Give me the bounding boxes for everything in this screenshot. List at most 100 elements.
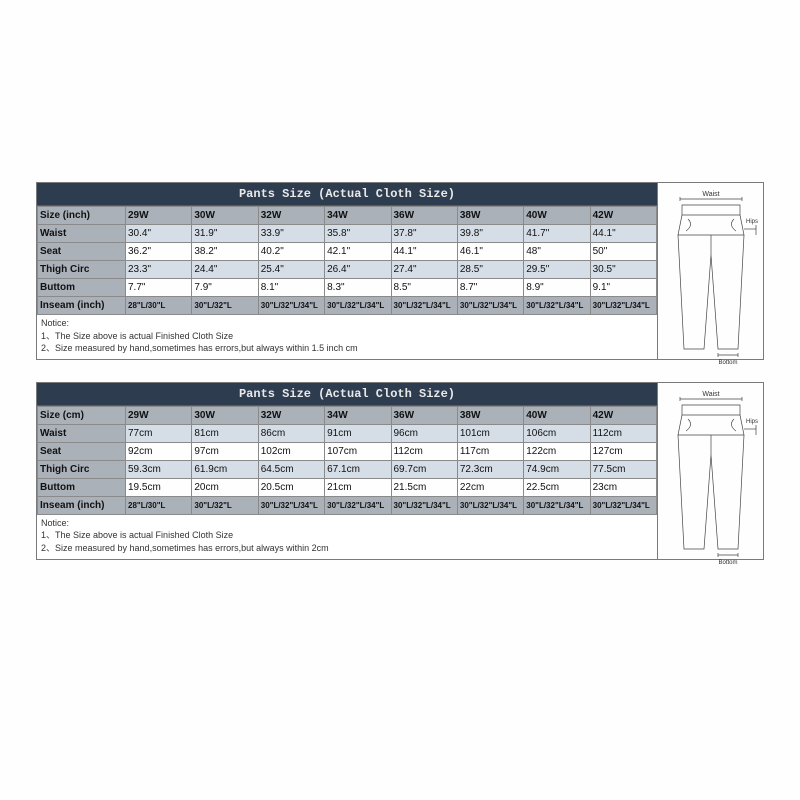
row-bottom: Buttom [38, 478, 126, 496]
notice-title: Notice: [41, 517, 653, 530]
cell: 7.7" [126, 279, 192, 297]
inseam-label: Inseam (inch) [38, 496, 126, 514]
diagram-bottom-label: Bottom [718, 360, 737, 366]
cell: 91cm [325, 424, 391, 442]
cell: 39.8" [457, 225, 523, 243]
table-header-row: Size (cm) 29W 30W 32W 34W 36W 38W 40W 42… [38, 406, 657, 424]
cell: 42.1" [325, 243, 391, 261]
notice-line1: 1、The Size above is actual Finished Clot… [41, 529, 653, 542]
cell: 26.4" [325, 261, 391, 279]
cell: 67.1cm [325, 460, 391, 478]
cell: 61.9cm [192, 460, 258, 478]
cell: 36.2" [126, 243, 192, 261]
title-cm: Pants Size (Actual Cloth Size) [37, 383, 657, 406]
table-row: Waist 77cm81cm86cm91cm96cm101cm106cm112c… [38, 424, 657, 442]
col-38w: 38W [457, 207, 523, 225]
cell: 20cm [192, 478, 258, 496]
cell: 41.7" [524, 225, 590, 243]
col-42w: 42W [590, 406, 656, 424]
cell: 102cm [258, 442, 324, 460]
cell: 19.5cm [126, 478, 192, 496]
cell: 9.1" [590, 279, 656, 297]
cell: 8.1" [258, 279, 324, 297]
pants-diagram-inch: Waist Hips Bottom [657, 183, 763, 359]
cell: 30"L/32"L/34"L [524, 496, 590, 514]
cell: 30"L/32"L/34"L [258, 496, 324, 514]
cell: 8.3" [325, 279, 391, 297]
cell: 106cm [524, 424, 590, 442]
cell: 30"L/32"L [192, 297, 258, 315]
cell: 44.1" [590, 225, 656, 243]
cell: 30"L/32"L/34"L [457, 496, 523, 514]
diagram-bottom-label: Bottom [718, 560, 737, 566]
size-table-inch: Size (inch) 29W 30W 32W 34W 36W 38W 40W … [37, 206, 657, 315]
table-row: Buttom 19.5cm20cm20.5cm21cm21.5cm22cm22.… [38, 478, 657, 496]
table-row: Thigh Circ 23.3"24.4"25.4"26.4"27.4"28.5… [38, 261, 657, 279]
col-36w: 36W [391, 406, 457, 424]
col-38w: 38W [457, 406, 523, 424]
unit-label-cm: Size (cm) [38, 406, 126, 424]
cell: 127cm [590, 442, 656, 460]
cell: 69.7cm [391, 460, 457, 478]
cell: 29.5" [524, 261, 590, 279]
diagram-hips-label: Hips [746, 419, 758, 425]
cell: 30"L/32"L [192, 496, 258, 514]
size-chart-inch: Pants Size (Actual Cloth Size) Size (inc… [36, 182, 764, 360]
cell: 20.5cm [258, 478, 324, 496]
row-bottom: Buttom [38, 279, 126, 297]
cell: 30"L/32"L/34"L [457, 297, 523, 315]
pants-icon: Waist Hips Bottom [662, 389, 760, 569]
cell: 8.9" [524, 279, 590, 297]
table-row: Seat 92cm97cm102cm107cm112cm117cm122cm12… [38, 442, 657, 460]
col-34w: 34W [325, 406, 391, 424]
title-inch: Pants Size (Actual Cloth Size) [37, 183, 657, 206]
cell: 21.5cm [391, 478, 457, 496]
notice-title: Notice: [41, 317, 653, 330]
cell: 22cm [457, 478, 523, 496]
col-40w: 40W [524, 207, 590, 225]
row-seat: Seat [38, 243, 126, 261]
cell: 28"L/30"L [126, 297, 192, 315]
diagram-waist-label: Waist [702, 191, 719, 198]
col-30w: 30W [192, 406, 258, 424]
cell: 107cm [325, 442, 391, 460]
cell: 7.9" [192, 279, 258, 297]
cell: 30"L/32"L/34"L [590, 297, 656, 315]
table-row: Thigh Circ 59.3cm61.9cm64.5cm67.1cm69.7c… [38, 460, 657, 478]
cell: 33.9" [258, 225, 324, 243]
cell: 44.1" [391, 243, 457, 261]
cell: 37.8" [391, 225, 457, 243]
cell: 22.5cm [524, 478, 590, 496]
cell: 77cm [126, 424, 192, 442]
size-chart-inch-main: Pants Size (Actual Cloth Size) Size (inc… [37, 183, 657, 359]
col-30w: 30W [192, 207, 258, 225]
cell: 30"L/32"L/34"L [391, 297, 457, 315]
cell: 81cm [192, 424, 258, 442]
pants-icon: Waist Hips Bottom [662, 189, 760, 369]
table-row: Seat 36.2"38.2"40.2"42.1"44.1"46.1"48"50… [38, 243, 657, 261]
cell: 50" [590, 243, 656, 261]
col-36w: 36W [391, 207, 457, 225]
cell: 38.2" [192, 243, 258, 261]
cell: 40.2" [258, 243, 324, 261]
cell: 30"L/32"L/34"L [391, 496, 457, 514]
cell: 35.8" [325, 225, 391, 243]
cell: 59.3cm [126, 460, 192, 478]
table-row: Buttom 7.7"7.9"8.1"8.3"8.5"8.7"8.9"9.1" [38, 279, 657, 297]
cell: 8.7" [457, 279, 523, 297]
col-32w: 32W [258, 406, 324, 424]
cell: 72.3cm [457, 460, 523, 478]
cell: 30.4" [126, 225, 192, 243]
pants-diagram-cm: Waist Hips Bottom [657, 383, 763, 559]
diagram-hips-label: Hips [746, 219, 758, 225]
diagram-waist-label: Waist [702, 391, 719, 398]
col-42w: 42W [590, 207, 656, 225]
cell: 96cm [391, 424, 457, 442]
cell: 46.1" [457, 243, 523, 261]
cell: 30"L/32"L/34"L [325, 297, 391, 315]
notice-line2: 2、Size measured by hand,sometimes has er… [41, 342, 653, 355]
cell: 97cm [192, 442, 258, 460]
cell: 101cm [457, 424, 523, 442]
cell: 64.5cm [258, 460, 324, 478]
row-seat: Seat [38, 442, 126, 460]
